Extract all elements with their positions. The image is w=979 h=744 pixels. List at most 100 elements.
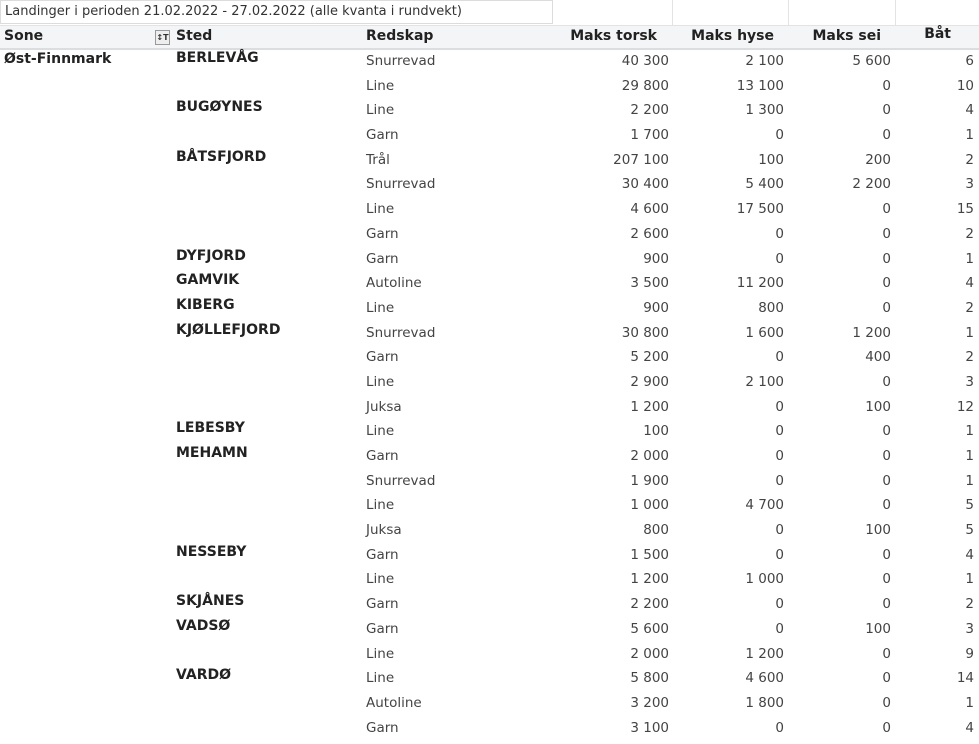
redskap-cell: Trål (366, 151, 390, 168)
sted-cell: KJØLLEFJORD (176, 321, 281, 338)
column-header-sone[interactable]: Sone (4, 28, 44, 44)
bat-cell: 1 (965, 250, 974, 267)
bat-cell: 2 (965, 349, 974, 366)
maks-torsk-cell: 5 200 (630, 349, 669, 366)
bat-cell: 4 (965, 102, 974, 119)
maks-hyse-cell: 1 300 (745, 102, 784, 119)
table-row: GAMVIK Autoline 3 500 11 200 0 4 (0, 272, 979, 297)
column-header-redskap[interactable]: Redskap (366, 28, 434, 44)
redskap-cell: Line (366, 201, 395, 218)
sted-cell: MEHAMN (176, 445, 248, 461)
column-header-sted[interactable]: Sted (176, 28, 213, 44)
table-row: KJØLLEFJORD Snurrevad 30 800 1 600 1 200 1 (0, 322, 979, 347)
maks-torsk-cell: 1 700 (630, 127, 669, 144)
maks-hyse-cell: 1 200 (745, 645, 784, 662)
bat-cell: 10 (956, 77, 974, 94)
bat-cell: 3 (965, 620, 974, 637)
divider (895, 0, 896, 25)
redskap-cell: Line (366, 645, 395, 662)
filter-icon[interactable]: ↕T (155, 30, 170, 45)
maks-torsk-cell: 29 800 (621, 77, 669, 94)
column-header-maks-hyse[interactable]: Maks hyse (691, 28, 774, 44)
bat-cell: 1 (965, 324, 974, 341)
sted-cell: DYFJORD (176, 247, 246, 264)
maks-hyse-cell: 2 100 (745, 373, 784, 390)
maks-torsk-cell: 1 900 (630, 472, 669, 489)
maks-torsk-cell: 900 (643, 299, 669, 316)
table-row: KIBERG Line 900 800 0 2 (0, 297, 979, 322)
column-header-maks-torsk[interactable]: Maks torsk (570, 28, 657, 44)
maks-sei-cell: 0 (882, 546, 891, 563)
maks-torsk-cell: 30 400 (621, 176, 669, 193)
maks-hyse-cell: 4 700 (745, 497, 784, 514)
maks-sei-cell: 0 (882, 299, 891, 316)
maks-torsk-cell: 3 200 (630, 694, 669, 711)
redskap-cell: Line (366, 423, 395, 440)
sted-cell: BUGØYNES (176, 99, 263, 116)
sted-cell: SKJÅNES (176, 593, 245, 610)
maks-sei-cell: 0 (882, 497, 891, 514)
maks-sei-cell: 0 (882, 250, 891, 267)
maks-sei-cell: 0 (882, 719, 891, 736)
bat-cell: 6 (965, 53, 974, 69)
maks-torsk-cell: 2 200 (630, 102, 669, 119)
redskap-cell: Garn (366, 349, 399, 366)
bat-cell: 12 (956, 398, 974, 415)
maks-hyse-cell: 100 (758, 151, 784, 168)
redskap-cell: Garn (366, 596, 399, 613)
maks-torsk-cell: 3 500 (630, 275, 669, 292)
table-row: Line 1 200 1 000 0 1 (0, 568, 979, 593)
redskap-cell: Autoline (366, 275, 422, 292)
maks-hyse-cell: 1 600 (745, 324, 784, 341)
bat-cell: 4 (965, 546, 974, 563)
maks-sei-cell: 1 200 (852, 324, 891, 341)
redskap-cell: Line (366, 373, 395, 390)
maks-sei-cell: 0 (882, 423, 891, 440)
redskap-cell: Line (366, 77, 395, 94)
table-row: Juksa 800 0 100 5 (0, 519, 979, 544)
bat-cell: 1 (965, 423, 974, 440)
maks-sei-cell: 200 (865, 151, 891, 168)
table-row: DYFJORD Garn 900 0 0 1 (0, 248, 979, 273)
maks-torsk-cell: 1 200 (630, 571, 669, 588)
column-header-bat[interactable]: Båt (924, 26, 951, 42)
redskap-cell: Snurrevad (366, 472, 436, 489)
table-row: SKJÅNES Garn 2 200 0 0 2 (0, 593, 979, 618)
redskap-cell: Line (366, 299, 395, 316)
maks-hyse-cell: 4 600 (745, 670, 784, 687)
maks-hyse-cell: 0 (775, 349, 784, 366)
table-row: MEHAMN Garn 2 000 0 0 1 (0, 445, 979, 470)
bat-cell: 14 (956, 670, 974, 687)
maks-torsk-cell: 2 600 (630, 225, 669, 242)
sted-cell: KIBERG (176, 296, 235, 313)
maks-torsk-cell: 3 100 (630, 719, 669, 736)
bat-cell: 5 (965, 522, 974, 539)
maks-sei-cell: 100 (865, 620, 891, 637)
maks-torsk-cell: 1 000 (630, 497, 669, 514)
redskap-cell: Autoline (366, 694, 422, 711)
maks-hyse-cell: 0 (775, 448, 784, 464)
maks-sei-cell: 100 (865, 522, 891, 539)
maks-hyse-cell: 0 (775, 596, 784, 613)
bat-cell: 3 (965, 373, 974, 390)
maks-sei-cell: 0 (882, 596, 891, 613)
redskap-cell: Snurrevad (366, 176, 436, 193)
column-header-maks-sei[interactable]: Maks sei (812, 28, 881, 44)
redskap-cell: Line (366, 670, 395, 687)
bat-cell: 2 (965, 596, 974, 613)
redskap-cell: Line (366, 571, 395, 588)
redskap-cell: Snurrevad (366, 324, 436, 341)
maks-hyse-cell: 0 (775, 423, 784, 440)
sone-cell: Øst-Finnmark (4, 51, 112, 67)
maks-sei-cell: 0 (882, 275, 891, 292)
table-row: Snurrevad 1 900 0 0 1 (0, 470, 979, 495)
bat-cell: 1 (965, 571, 974, 588)
sted-cell: GAMVIK (176, 272, 240, 289)
maks-hyse-cell: 1 000 (745, 571, 784, 588)
divider (788, 0, 789, 25)
redskap-cell: Garn (366, 225, 399, 242)
table-row: Garn 5 200 0 400 2 (0, 346, 979, 371)
maks-torsk-cell: 900 (643, 250, 669, 267)
sted-cell: BERLEVÅG (176, 50, 259, 66)
bat-cell: 4 (965, 275, 974, 292)
